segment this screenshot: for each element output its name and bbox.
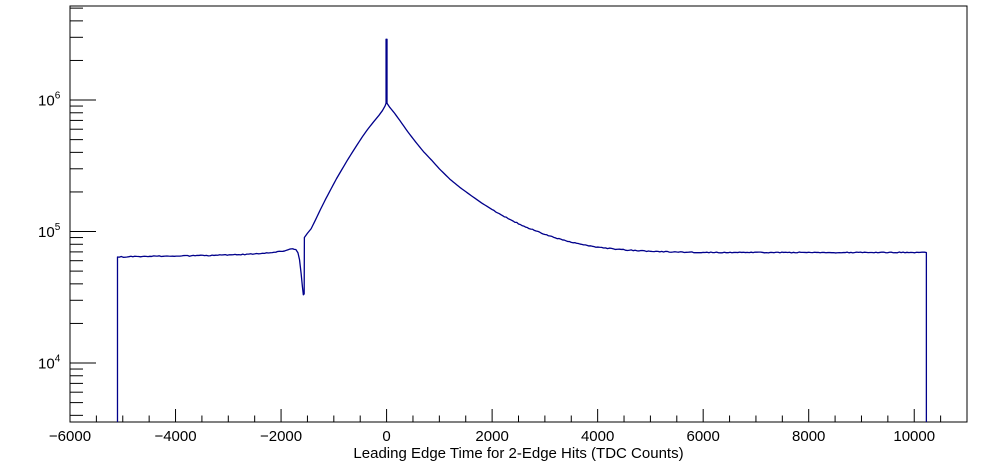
y-axis-minor-ticks bbox=[70, 7, 83, 416]
x-tick-label: 8000 bbox=[792, 428, 825, 445]
x-tick-label: −4000 bbox=[154, 428, 196, 445]
y-tick-label: 105 bbox=[38, 222, 61, 241]
plot-frame bbox=[69, 5, 968, 423]
x-tick-label: 10000 bbox=[893, 428, 935, 445]
x-axis-title: Leading Edge Time for 2-Edge Hits (TDC C… bbox=[353, 445, 683, 462]
x-tick-label: 0 bbox=[382, 428, 390, 445]
x-tick-label: 6000 bbox=[686, 428, 719, 445]
y-axis-major-ticks bbox=[70, 99, 96, 364]
y-tick-label: 104 bbox=[38, 354, 61, 373]
x-tick-label: −2000 bbox=[260, 428, 302, 445]
x-tick-label: 4000 bbox=[581, 428, 614, 445]
x-axis-major-ticks bbox=[69, 409, 915, 422]
x-axis-tick-labels: −6000 −4000 −2000 0 2000 4000 6000 8000 10000 bbox=[49, 428, 935, 445]
y-axis-tick-labels: 104 105 106 bbox=[38, 91, 61, 373]
histogram-curve bbox=[116, 38, 928, 422]
x-tick-label: 2000 bbox=[475, 428, 508, 445]
x-axis-minor-ticks bbox=[95, 415, 968, 422]
y-tick-label: 106 bbox=[38, 91, 61, 110]
x-tick-label: −6000 bbox=[49, 428, 91, 445]
